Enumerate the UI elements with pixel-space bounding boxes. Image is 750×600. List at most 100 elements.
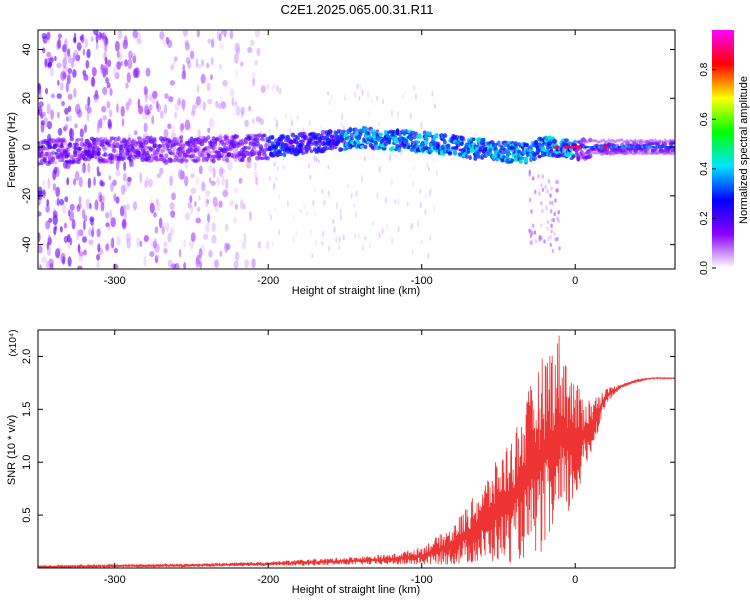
- spectrogram-cell: [136, 38, 142, 45]
- spectrogram-cell: [420, 239, 423, 245]
- spectrogram-cell: [143, 85, 148, 96]
- spectrogram-cell: [408, 136, 414, 141]
- spectrogram-cell: [200, 73, 206, 84]
- spectrogram-cell: [375, 129, 380, 133]
- spectrogram-cell: [204, 197, 209, 208]
- spectrogram-cell: [361, 89, 364, 96]
- spectrogram-cell: [409, 112, 412, 120]
- spectrogram-cell: [177, 168, 183, 180]
- spectrogram-cell: [540, 182, 543, 188]
- spectrogram-cell: [77, 229, 84, 237]
- spectrogram-cell: [46, 241, 50, 251]
- spectrogram-cell: [532, 176, 535, 181]
- spectrogram-cell: [195, 176, 200, 186]
- spectrogram-cell: [363, 144, 368, 150]
- spectrogram-cell: [387, 139, 391, 145]
- spectrogram-cell: [249, 39, 255, 46]
- spectrogram-cell: [553, 145, 560, 149]
- spectrogram-cell: [288, 139, 294, 145]
- spectrogram-cell: [69, 136, 75, 142]
- colorbar-tick-label: 0.0: [699, 261, 710, 275]
- spectrogram-cell: [231, 97, 235, 107]
- colorbar-label: Normalized spectral amplitude: [738, 76, 750, 224]
- spectrogram-cell: [585, 151, 588, 154]
- spectrogram-cell: [184, 162, 189, 169]
- spectrogram-cell: [596, 140, 599, 144]
- spectrogram-cell: [603, 140, 607, 144]
- spectrogram-cell: [549, 146, 553, 152]
- spectrogram-cell: [609, 139, 613, 142]
- spectrogram-cell: [608, 140, 612, 144]
- spectrogram-cell: [583, 138, 587, 144]
- spectrogram-cell: [638, 140, 643, 146]
- spectrogram-cell: [122, 172, 127, 182]
- spectrogram-cell: [305, 210, 308, 218]
- spectrogram-cell: [582, 138, 586, 142]
- spectrogram-cell: [591, 139, 594, 143]
- spectrogram-cell: [253, 171, 258, 180]
- spectrogram-cell: [235, 69, 238, 78]
- spectrogram-cell: [384, 196, 387, 204]
- spectrogram-cell: [80, 33, 85, 44]
- spectrogram-cell: [96, 123, 100, 134]
- spectrogram-cell: [656, 140, 659, 144]
- spectrogram-cell: [537, 174, 540, 179]
- spectrogram-cell: [141, 114, 148, 120]
- spectrogram-cell: [661, 140, 664, 144]
- spectrogram-cell: [376, 191, 379, 200]
- spectrogram-cell: [376, 94, 379, 102]
- spectrogram-cell: [545, 205, 548, 211]
- spectrogram-cell: [627, 151, 630, 155]
- spectrogram-cell: [78, 255, 84, 262]
- spectrogram-cell: [38, 82, 41, 92]
- spectrogram-cell: [234, 251, 240, 262]
- spectrogram-cell: [85, 198, 91, 210]
- spectrogram-cell: [622, 140, 625, 144]
- snr-y-multiplier: (x10⁴): [8, 329, 19, 356]
- spectrogram-cell: [66, 116, 69, 122]
- spectrogram-cell: [363, 126, 369, 132]
- spectrogram-cell: [58, 159, 62, 163]
- spectrogram-cell: [102, 147, 109, 151]
- spectrogram-cell: [328, 99, 331, 106]
- spectrogram-cell: [214, 137, 220, 142]
- spectrogram-cell: [212, 146, 218, 150]
- spectrogram-cell: [198, 165, 203, 175]
- spectrogram-cell: [206, 83, 211, 91]
- spectrogram-cell: [127, 58, 133, 70]
- spectrogram-cell: [213, 141, 218, 147]
- spectrogram-cell: [69, 154, 74, 160]
- spectrogram-cell: [206, 199, 210, 205]
- spectrogram-cell: [161, 222, 167, 233]
- spectrogram-cell: [672, 141, 675, 145]
- spectrogram-cell: [488, 151, 493, 155]
- spectrogram-cell: [150, 240, 156, 247]
- spectrogram-cell: [371, 131, 377, 138]
- spectrogram-cell: [414, 131, 418, 136]
- spectrogram-cell: [248, 141, 253, 147]
- spectrogram-cell: [313, 146, 317, 151]
- spectrogram-cell: [513, 141, 518, 147]
- spectrogram-cell: [45, 151, 51, 157]
- spectrogram-cell: [183, 262, 187, 269]
- spectrogram-cell: [344, 94, 346, 102]
- spectrogram-cell: [338, 212, 341, 219]
- spectrogram-cell: [144, 93, 148, 103]
- spectrogram-cell: [276, 166, 279, 172]
- spectrogram-cell: [165, 221, 170, 233]
- spectrogram-cell: [502, 150, 506, 155]
- spectrogram-cell: [324, 146, 330, 151]
- spectrogram-cell: [243, 140, 249, 145]
- spectrogram-cell: [655, 140, 658, 143]
- spectrogram-cell: [121, 118, 125, 127]
- spectrogram-cell: [67, 256, 72, 267]
- spectrogram-cell: [229, 200, 235, 207]
- spectrogram-cell: [356, 83, 359, 90]
- spectrogram-cell: [123, 35, 128, 46]
- spectrogram-cell: [208, 250, 213, 258]
- x-tick-label: -200: [257, 275, 279, 287]
- spectrogram-cell: [84, 38, 88, 48]
- spectrogram-cell: [391, 237, 394, 244]
- spectrogram-cell: [170, 210, 176, 218]
- spectrogram-cell: [319, 124, 322, 130]
